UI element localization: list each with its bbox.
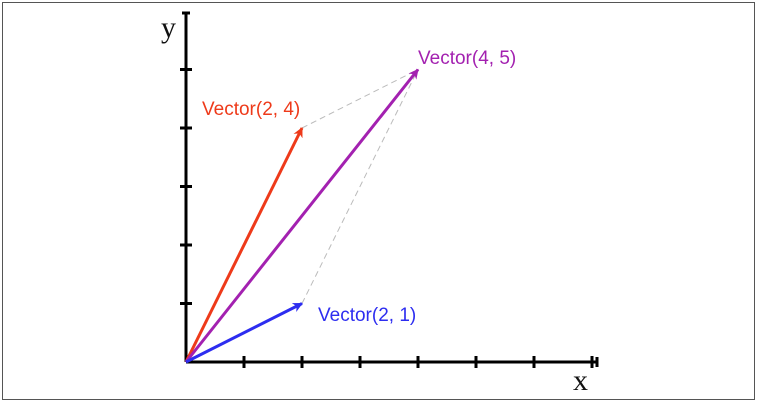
vector-2-4-arrow (184, 127, 304, 363)
guide-line-from-vector-2-1 (301, 69, 419, 304)
diagram-frame (2, 2, 755, 400)
y-axis-ticks (180, 11, 192, 305)
vector-4-5-arrow (184, 68, 420, 363)
x-axis-label: x (573, 364, 588, 397)
vector-4-5-label: Vector(4, 5) (418, 48, 516, 69)
vector-2-4-label: Vector(2, 4) (202, 99, 300, 120)
x-axis-ticks (242, 356, 599, 368)
vector-2-1-label: Vector(2, 1) (318, 305, 416, 326)
vector-2-1-arrow (185, 302, 303, 364)
guide-line-from-vector-2-4 (301, 69, 419, 129)
y-axis-label: y (161, 11, 176, 44)
